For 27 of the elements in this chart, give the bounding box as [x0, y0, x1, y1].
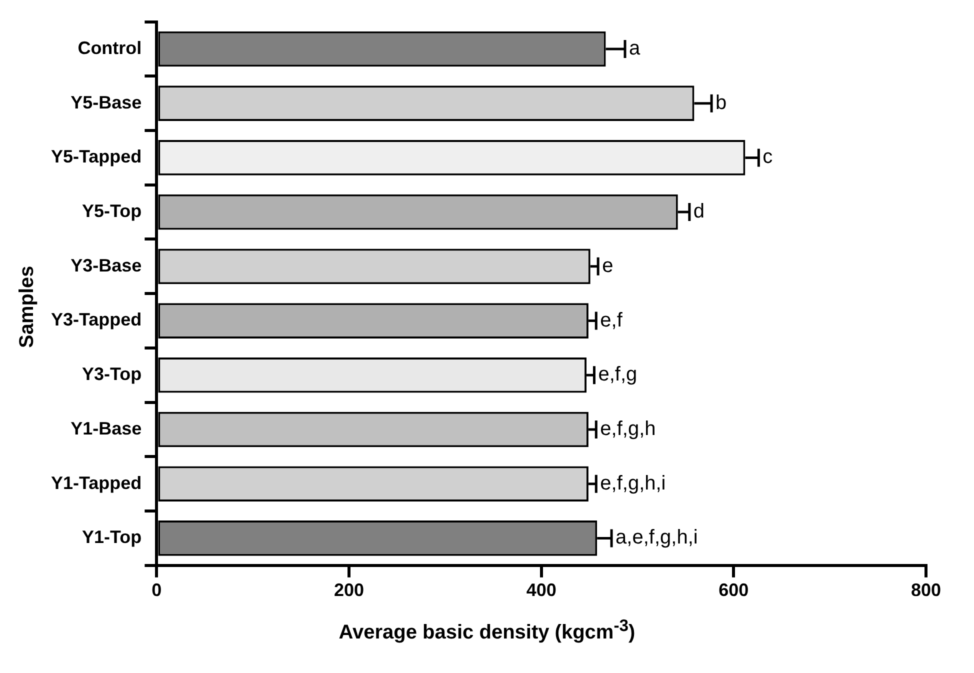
data-label: a,e,f,g,h,i: [616, 526, 698, 549]
y-tick-label: Control: [78, 38, 142, 58]
data-label: b: [716, 92, 727, 114]
x-tick-label: 400: [526, 580, 556, 600]
y-tick-label: Y5-Top: [82, 201, 142, 222]
x-tick-label: 800: [910, 580, 942, 600]
y-tick-label: Y1-Base: [70, 418, 142, 438]
y-axis-title: Samples: [16, 266, 39, 348]
data-label: a: [629, 37, 641, 60]
data-label: e,f,g: [598, 364, 638, 386]
data-label: e: [602, 254, 614, 277]
data-label: e,f,g,h: [600, 418, 656, 440]
x-tick-label: 0: [152, 580, 162, 600]
y-tick-label: Y1-Tapped: [50, 472, 142, 493]
y-tick-label: Y3-Tapped: [50, 310, 142, 330]
y-tick-label: Y5-Base: [70, 92, 142, 112]
data-label: e,f,g,h,i: [600, 472, 666, 494]
y-tick-label: Y3-Top: [82, 364, 142, 384]
data-label: c: [762, 146, 773, 168]
y-tick-label: Y1-Top: [82, 527, 142, 548]
data-label: e,f: [600, 309, 623, 332]
data-label: d: [693, 200, 705, 223]
y-tick-label: Y5-Tapped: [50, 146, 142, 167]
x-tick-label: 200: [334, 580, 364, 600]
x-tick-label: 600: [718, 580, 749, 600]
x-axis-title: Average basic density (kgcm$^{-3}$): [338, 616, 636, 645]
y-tick-label: Y3-Base: [70, 255, 142, 276]
